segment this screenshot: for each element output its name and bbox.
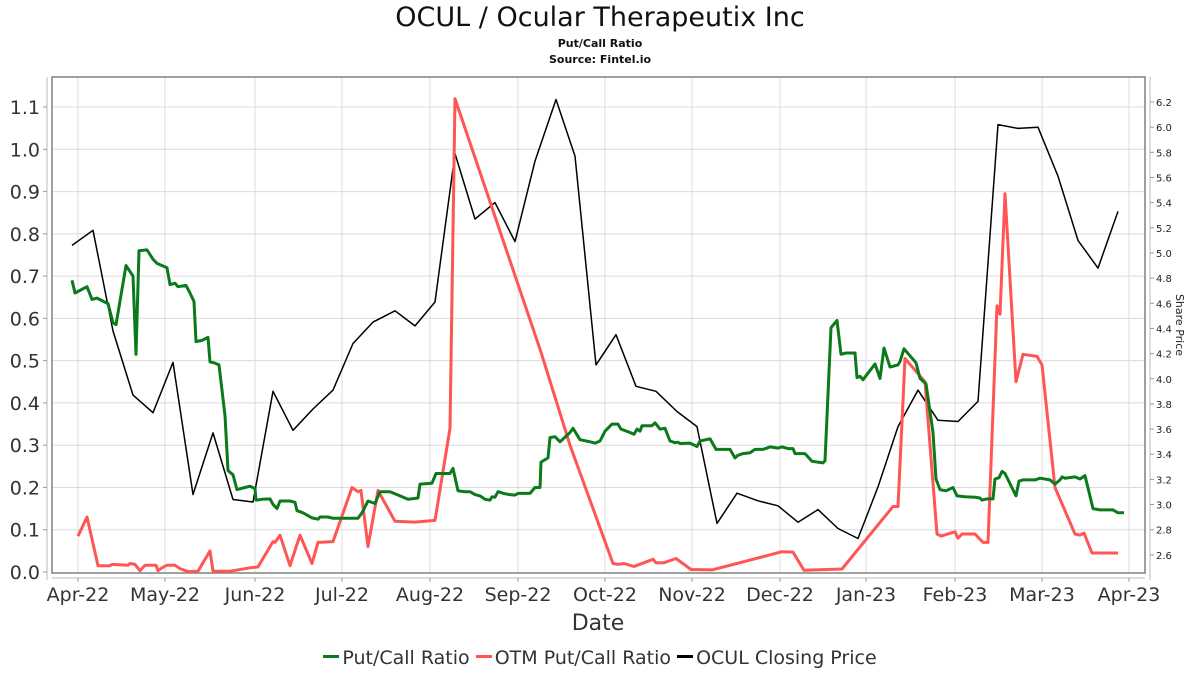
legend-swatch-put-call	[323, 655, 340, 658]
right-tick-label: 3.4	[1156, 450, 1172, 461]
chart-source: Source: Fintel.io	[548, 53, 652, 66]
right-tick-label: 5.6	[1156, 173, 1172, 184]
left-tick-label: 0.0	[10, 562, 40, 584]
right-tick-label: 5.8	[1156, 148, 1172, 159]
plot-area-border	[51, 76, 1146, 574]
left-tick-label: 1.0	[10, 139, 40, 161]
left-y-axis: 0.0 0.1 0.2 0.3 0.4 0.5 0.6 0.7 0.8 0.9 1.0 1.1	[10, 97, 47, 584]
x-tick-label: Mar-23	[1009, 584, 1075, 606]
left-tick-label: 0.8	[10, 224, 40, 246]
series-lines	[70, 97, 1124, 574]
left-tick-label: 0.9	[10, 182, 40, 204]
right-axis-label: Share Price	[1173, 294, 1186, 356]
left-tick-label: 0.2	[10, 477, 40, 499]
right-tick-label: 5.2	[1156, 224, 1172, 235]
x-tick-label: Jun-22	[224, 584, 286, 606]
left-tick-label: 0.7	[10, 266, 40, 288]
legend-label-otm-put-call: OTM Put/Call Ratio	[494, 647, 672, 669]
x-tick-label: Sep-22	[485, 584, 552, 606]
legend-item-closing-price: OCUL Closing Price	[677, 647, 877, 669]
legend-label-put-call: Put/Call Ratio	[342, 647, 470, 669]
right-tick-label: 5.0	[1156, 249, 1172, 260]
x-axis-label: Date	[572, 611, 625, 636]
x-tick-label: Nov-22	[658, 584, 726, 606]
right-tick-label: 4.6	[1156, 299, 1172, 310]
right-tick-label: 3.8	[1156, 400, 1172, 411]
chart-subtitle: Put/Call Ratio	[557, 37, 643, 50]
otm-put-call-ratio-line	[76, 97, 1118, 574]
x-tick-label: Apr-22	[47, 584, 110, 606]
chart-title: OCUL / Ocular Therapeutix Inc	[395, 2, 805, 33]
left-tick-label: 0.6	[10, 308, 40, 330]
x-tick-label: Dec-22	[746, 584, 814, 606]
x-tick-label: Aug-22	[396, 584, 464, 606]
legend-label-closing-price: OCUL Closing Price	[696, 647, 877, 669]
right-tick-label: 2.6	[1156, 551, 1172, 562]
right-tick-label: 4.2	[1156, 350, 1172, 361]
right-tick-label: 6.0	[1156, 123, 1172, 134]
left-tick-label: 0.3	[10, 435, 40, 457]
x-tick-label: Oct-22	[573, 584, 637, 606]
x-tick-label: Apr-23	[1098, 584, 1161, 606]
right-tick-label: 6.2	[1156, 98, 1172, 109]
left-tick-label: 0.4	[10, 393, 40, 415]
legend-item-put-call: Put/Call Ratio	[323, 647, 470, 669]
right-tick-label: 2.8	[1156, 526, 1172, 537]
left-tick-label: 0.1	[10, 520, 40, 542]
put-call-ratio-line	[70, 248, 1124, 521]
right-tick-label: 4.8	[1156, 274, 1172, 285]
left-tick-label: 1.1	[10, 97, 40, 119]
legend-swatch-otm-put-call	[475, 655, 492, 658]
left-tick-label: 0.5	[10, 351, 40, 373]
closing-price-line	[71, 98, 1119, 540]
right-tick-label: 3.0	[1156, 501, 1172, 512]
legend-item-otm-put-call: OTM Put/Call Ratio	[475, 647, 672, 669]
right-y-axis: 2.6 2.8 3.0 3.2 3.4 3.6 3.8 4.0 4.2 4.4 4.6 4.8 5.0 5…	[1150, 98, 1172, 562]
legend-swatch-closing-price	[677, 655, 694, 658]
x-tick-label: Jan-23	[835, 584, 896, 606]
x-tick-label: Feb-23	[923, 584, 988, 606]
gridlines	[52, 77, 1145, 573]
right-tick-label: 5.4	[1156, 199, 1172, 210]
right-tick-label: 4.0	[1156, 375, 1172, 386]
x-tick-label: Jul-22	[314, 584, 369, 606]
right-tick-label: 4.4	[1156, 324, 1172, 335]
x-axis: Apr-22 May-22 Jun-22 Jul-22 Aug-22 Sep-22 Oct-…	[47, 578, 1161, 606]
right-tick-label: 3.6	[1156, 425, 1172, 436]
right-tick-label: 3.2	[1156, 475, 1172, 486]
x-tick-label: May-22	[130, 584, 200, 606]
legend: Put/Call Ratio OTM Put/Call Ratio OCUL C…	[0, 647, 1200, 669]
